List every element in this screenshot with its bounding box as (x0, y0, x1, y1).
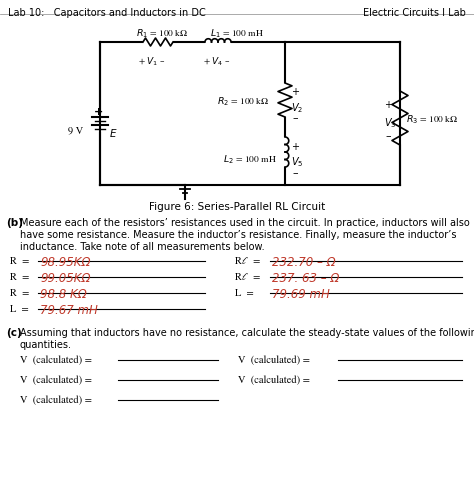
Text: $V_3$: $V_3$ (384, 116, 396, 130)
Text: $V_2$: $V_2$ (291, 101, 303, 115)
Text: Rℓ₁ =: Rℓ₁ = (235, 256, 263, 266)
Text: V₂ (calculated) =: V₂ (calculated) = (238, 355, 312, 365)
Text: L₂ =: L₂ = (10, 304, 31, 314)
Text: –: – (292, 113, 298, 123)
Text: V₃ (calculated) =: V₃ (calculated) = (20, 375, 94, 385)
Text: $R_2$ = 100 kΩ: $R_2$ = 100 kΩ (217, 96, 270, 109)
Text: Lab 10:   Capacitors and Inductors in DC: Lab 10: Capacitors and Inductors in DC (8, 8, 206, 18)
Text: have some resistance. Measure the inductor’s resistance. Finally, measure the in: have some resistance. Measure the induct… (20, 230, 456, 240)
Text: V₄ (calculated) =: V₄ (calculated) = (238, 375, 312, 385)
Text: +: + (94, 107, 103, 117)
Text: + $V_4$ –: + $V_4$ – (203, 55, 230, 68)
Text: + $V_1$ –: + $V_1$ – (138, 55, 165, 68)
Text: –: – (292, 168, 298, 178)
Text: V₅ (calculated) =: V₅ (calculated) = (20, 395, 94, 405)
Text: $L_2$ = 100 mH: $L_2$ = 100 mH (223, 154, 277, 166)
Text: Rℓ₂ =: Rℓ₂ = (235, 272, 263, 282)
Text: –: – (385, 131, 391, 141)
Text: Assuming that inductors have no resistance, calculate the steady-state values of: Assuming that inductors have no resistan… (20, 328, 474, 338)
Text: 99.05KΩ: 99.05KΩ (40, 272, 91, 285)
Text: 98.8 KΩ: 98.8 KΩ (40, 288, 87, 301)
Text: Electric Circuits I Lab: Electric Circuits I Lab (363, 8, 466, 18)
Text: 232.70 – Ω: 232.70 – Ω (272, 256, 336, 269)
Text: (c): (c) (6, 328, 22, 338)
Text: 98.95KΩ: 98.95KΩ (40, 256, 91, 269)
Text: 9 V: 9 V (68, 126, 83, 136)
Text: $E$: $E$ (109, 127, 118, 139)
Text: $R_3$ = 100 kΩ: $R_3$ = 100 kΩ (406, 114, 458, 126)
Text: 79.67 mH: 79.67 mH (40, 304, 98, 317)
Text: quantities.: quantities. (20, 340, 72, 350)
Text: (b): (b) (6, 218, 23, 228)
Text: Measure each of the resistors’ resistances used in the circuit. In practice, ind: Measure each of the resistors’ resistanc… (20, 218, 470, 228)
Text: $R_1$ = 100 kΩ: $R_1$ = 100 kΩ (136, 28, 189, 41)
Text: $V_5$: $V_5$ (291, 155, 303, 169)
Text: L₁ =: L₁ = (235, 288, 256, 298)
Text: 79.69 mH: 79.69 mH (272, 288, 330, 301)
Text: +: + (291, 142, 299, 152)
Text: R₃ =: R₃ = (10, 288, 32, 298)
Text: inductance. Take note of all measurements below.: inductance. Take note of all measurement… (20, 242, 264, 252)
Text: V₁ (calculated) =: V₁ (calculated) = (20, 355, 94, 365)
Text: +: + (384, 100, 392, 110)
Text: Figure 6: Series-Parallel RL Circuit: Figure 6: Series-Parallel RL Circuit (149, 202, 325, 212)
Text: R₁ =: R₁ = (10, 256, 32, 266)
Text: R₂ =: R₂ = (10, 272, 32, 282)
Text: 237. 63 – Ω: 237. 63 – Ω (272, 272, 339, 285)
Text: $L_1$ = 100 mH: $L_1$ = 100 mH (210, 28, 264, 41)
Text: +: + (291, 87, 299, 97)
